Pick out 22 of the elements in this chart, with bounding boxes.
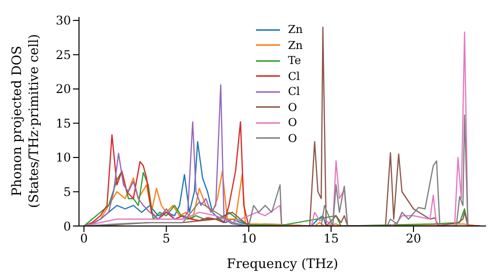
legend-label: Cl xyxy=(288,85,300,98)
x-tick-label: 10 xyxy=(241,232,256,246)
legend-label: O xyxy=(288,116,298,130)
x-tick-label: 20 xyxy=(406,232,422,246)
legend-label: O xyxy=(288,100,298,114)
x-axis-title: Frequency (THz) xyxy=(226,257,338,272)
y-tick-label: 15 xyxy=(56,116,71,130)
legend-label: Te xyxy=(288,54,301,68)
y-axis-title: Phonon projected DOS (States/THz·primitive cell) xyxy=(10,34,42,208)
legend-label: Zn xyxy=(288,38,303,52)
legend-label: Cl xyxy=(288,70,300,83)
y-tick-label: 20 xyxy=(56,82,71,96)
y-tick-label: 25 xyxy=(56,48,71,62)
y-tick-label: 10 xyxy=(56,150,71,165)
x-tick-label: 15 xyxy=(323,232,339,246)
y-tick-label: 0 xyxy=(63,219,71,234)
y-tick-label: 5 xyxy=(63,185,71,199)
x-tick-label: 5 xyxy=(162,232,170,246)
legend-label: O xyxy=(288,132,298,145)
x-tick-label: 0 xyxy=(80,232,88,246)
legend-label: Zn xyxy=(288,23,303,36)
y-tick-label: 30 xyxy=(56,14,71,28)
